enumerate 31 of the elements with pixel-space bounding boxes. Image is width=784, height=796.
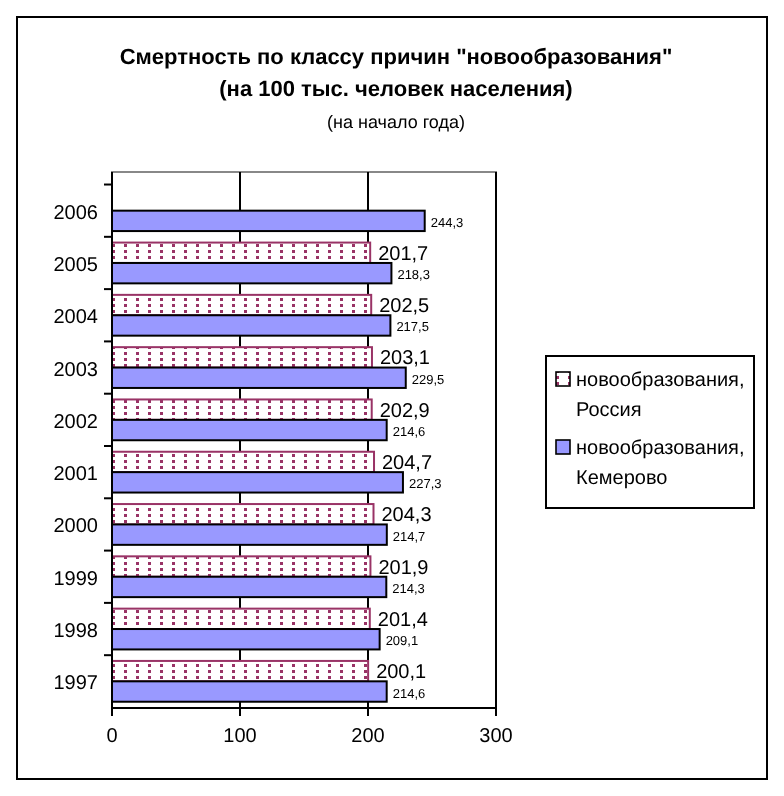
y-tick-label: 1999 bbox=[53, 568, 99, 591]
data-label: 204,7 bbox=[382, 452, 433, 475]
legend-label: новообразования, Кемерово bbox=[576, 438, 745, 490]
chart-subtitle: (на 100 тыс. человек населения) bbox=[219, 78, 574, 102]
data-label: 200,1 bbox=[376, 662, 428, 685]
y-tick-label: 2003 bbox=[53, 359, 99, 382]
y-tick-label: 2000 bbox=[53, 516, 99, 539]
x-tick-label: 0 bbox=[106, 726, 119, 748]
y-tick-label: 2004 bbox=[53, 307, 99, 330]
data-label: 202,9 bbox=[379, 400, 431, 423]
text: (на начало года) bbox=[327, 112, 465, 132]
data-label: 204,3 bbox=[381, 505, 433, 528]
x-tick-label: 200 bbox=[351, 726, 386, 748]
chart-title: Смертность по классу причин "новообразования" bbox=[119, 46, 673, 70]
y-tick-label: 2005 bbox=[53, 254, 99, 277]
y-tick-label: 1998 bbox=[53, 621, 99, 644]
data-label: 201,9 bbox=[378, 557, 430, 580]
y-tick-label: 2001 bbox=[53, 464, 99, 487]
y-tick-label: 2002 bbox=[53, 411, 99, 434]
data-label: 201,7 bbox=[378, 243, 430, 266]
data-label: 203,1 bbox=[379, 348, 431, 371]
data-label: 201,4 bbox=[377, 609, 429, 632]
x-tick-label: 100 bbox=[223, 726, 258, 748]
x-tick-label: 300 bbox=[479, 726, 514, 748]
legend-label: новообразования, Россия bbox=[576, 370, 745, 422]
y-tick-label: 2006 bbox=[53, 202, 99, 225]
bar bbox=[111, 555, 372, 578]
y-tick-label: 1997 bbox=[53, 673, 99, 696]
data-label: 202,5 bbox=[379, 296, 431, 319]
bar bbox=[111, 346, 373, 369]
bar bbox=[111, 398, 373, 421]
